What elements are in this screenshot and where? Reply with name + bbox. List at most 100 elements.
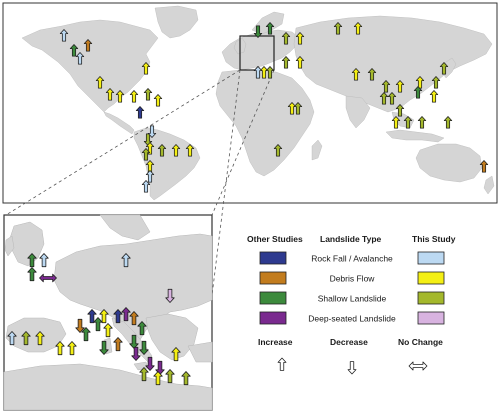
inset-marker-7 [87, 309, 97, 324]
world-marker-7 [115, 90, 125, 103]
indonesia [385, 129, 445, 143]
inset-marker-30 [139, 367, 149, 382]
legend-type-label-2: Debris Flow [330, 274, 376, 284]
inset-marker-3 [27, 267, 37, 282]
world-marker-52 [479, 160, 489, 173]
legend-swatch-this-3 [417, 291, 445, 305]
world-marker-5 [141, 62, 151, 75]
legend-direction-icons [277, 357, 428, 375]
greenland [154, 5, 199, 39]
world-marker-49 [403, 116, 413, 129]
legend-rows: Rock Fall / Avalanche Debris Flow Shallow … [259, 251, 445, 325]
world-marker-13 [147, 125, 157, 138]
inset-balkans [145, 313, 199, 361]
world-marker-4 [75, 52, 85, 65]
inset-marker-24 [55, 341, 65, 356]
world-marker-33 [273, 144, 283, 157]
leader-line-right [211, 69, 275, 216]
world-marker-26 [295, 32, 305, 45]
world-marker-16 [157, 144, 167, 157]
inset-marker-23 [35, 331, 45, 346]
inset-landmass [3, 214, 213, 411]
world-marker-46 [413, 86, 423, 99]
legend-type-label-1: Rock Fall / Avalanche [311, 254, 393, 264]
world-markers [59, 22, 489, 193]
inset-marker-32 [165, 369, 175, 384]
inset-marker-31 [153, 371, 163, 386]
world-marker-44 [431, 76, 441, 89]
legend: Other Studies Landslide Type This Study … [247, 234, 456, 375]
decrease-arrow-icon [347, 361, 357, 375]
legend-swatch-this-4 [417, 311, 445, 325]
world-marker-54 [265, 66, 275, 79]
world-marker-17 [171, 144, 181, 157]
world-marker-19 [141, 148, 151, 161]
leader-line-left [5, 69, 241, 216]
inset-marker-28 [171, 347, 181, 362]
world-marker-39 [395, 80, 405, 93]
world-marker-42 [395, 104, 405, 117]
inset-marker-5 [121, 253, 131, 268]
world-marker-25 [281, 32, 291, 45]
world-marker-2 [83, 39, 93, 52]
legend-swatch-other-2 [259, 271, 287, 285]
world-marker-28 [281, 56, 291, 69]
world-marker-27 [295, 56, 305, 69]
central-america [103, 111, 135, 135]
madagascar [311, 139, 323, 161]
world-marker-21 [145, 170, 155, 183]
legend-header-this-study: This Study [412, 234, 456, 244]
legend-swatch-other-3 [259, 291, 287, 305]
inset-marker-33 [181, 371, 191, 386]
world-marker-22 [141, 180, 151, 193]
world-marker-14 [135, 106, 145, 119]
indian-subcontinent [345, 95, 371, 129]
inset-map-europe [3, 214, 213, 411]
world-marker-51 [443, 116, 453, 129]
inset-marker-6 [165, 288, 175, 303]
inset-marker-11 [103, 323, 113, 338]
world-marker-32 [293, 102, 303, 115]
increase-arrow-icon [277, 357, 287, 371]
world-marker-9 [143, 88, 153, 101]
world-marker-6 [95, 76, 105, 89]
world-marker-36 [351, 68, 361, 81]
inset-marker-10 [93, 317, 103, 332]
legend-swatch-other-1 [259, 251, 287, 265]
inset-marker-18 [129, 334, 139, 349]
inset-marker-26 [139, 340, 149, 355]
inset-marker-16 [99, 340, 109, 355]
inset-marker-9 [75, 318, 85, 333]
world-marker-24 [265, 22, 275, 35]
world-marker-10 [105, 88, 115, 101]
new-zealand [483, 175, 495, 195]
legend-swatch-this-2 [417, 271, 445, 285]
world-marker-48 [391, 116, 401, 129]
legend-no-change-label: No Change [398, 337, 443, 347]
world-marker-47 [429, 90, 439, 103]
inset-turkey [187, 341, 213, 363]
inset-marker-25 [67, 341, 77, 356]
inset-marker-27 [145, 356, 155, 371]
world-marker-37 [367, 68, 377, 81]
inset-marker-1 [27, 253, 37, 268]
world-marker-41 [387, 92, 397, 105]
world-marker-1 [59, 29, 69, 42]
inset-marker-2 [39, 253, 49, 268]
inset-marker-22 [21, 331, 31, 346]
inset-marker-4 [39, 273, 57, 283]
inset-marker-20 [131, 346, 141, 361]
world-marker-40 [379, 92, 389, 105]
inset-marker-15 [81, 327, 91, 342]
legend-header-landslide-type: Landslide Type [320, 234, 382, 244]
world-marker-35 [353, 22, 363, 35]
world-marker-34 [333, 22, 343, 35]
world-marker-8 [129, 90, 139, 103]
australia [415, 143, 483, 183]
inset-marker-12 [113, 309, 123, 324]
inset-marker-14 [129, 311, 139, 326]
no-change-arrow-icon [408, 361, 428, 371]
inset-marker-17 [113, 337, 123, 352]
world-marker-11 [153, 94, 163, 107]
